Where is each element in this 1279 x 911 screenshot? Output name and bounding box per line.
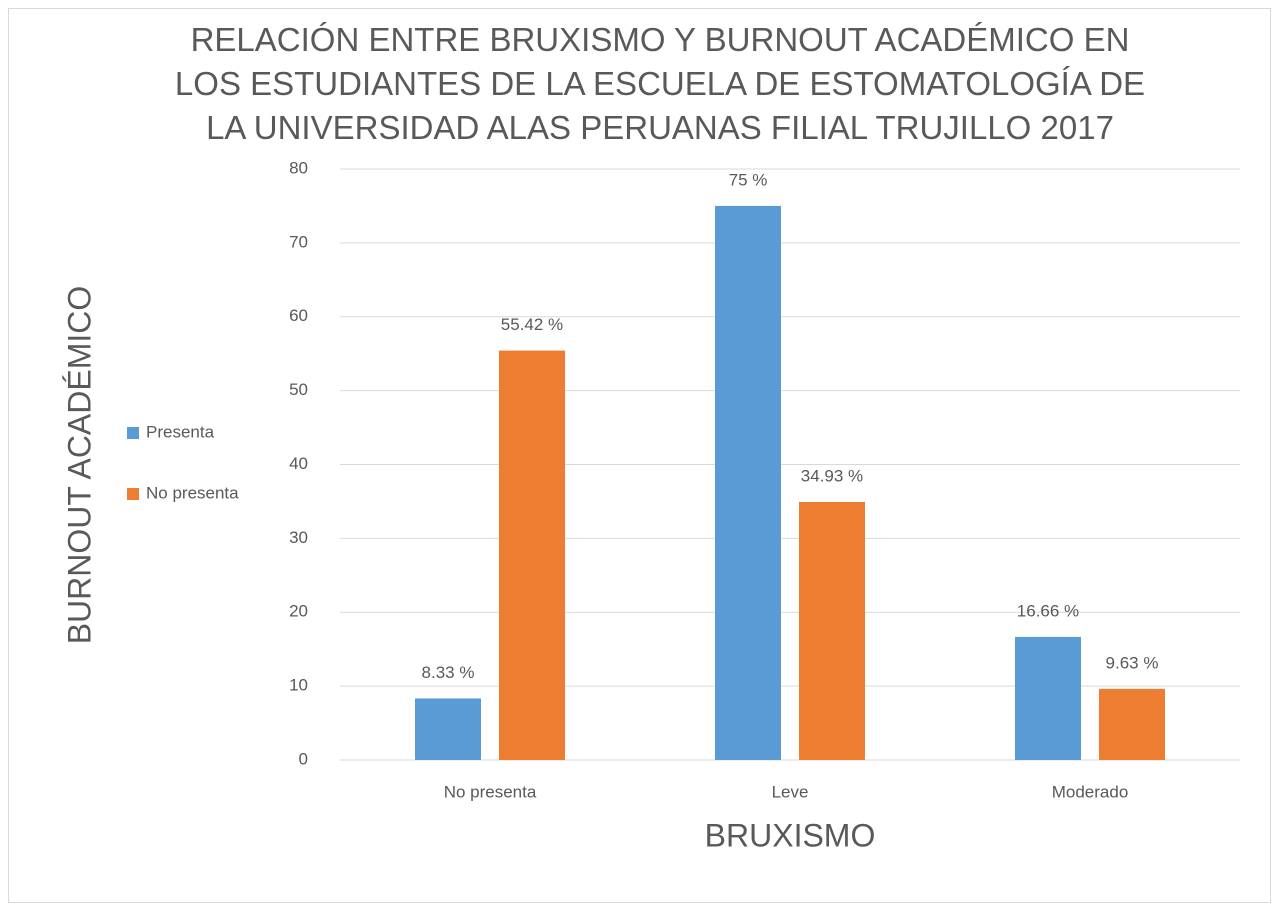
data-label: 75 % — [729, 170, 768, 189]
y-tick-label: 70 — [289, 232, 308, 251]
x-tick-label: No presenta — [444, 782, 537, 801]
y-tick-label: 60 — [289, 306, 308, 325]
data-label: 9.63 % — [1106, 653, 1159, 672]
bar — [1015, 636, 1081, 760]
y-tick-label: 50 — [289, 380, 308, 399]
y-tick-label: 30 — [289, 528, 308, 547]
legend-label: No presenta — [146, 483, 239, 502]
data-label: 34.93 % — [801, 466, 863, 485]
legend-swatch — [127, 488, 139, 500]
y-tick-label: 80 — [289, 158, 308, 177]
x-tick-label: Moderado — [1052, 782, 1129, 801]
chart-title: RELACIÓN ENTRE BRUXISMO Y BURNOUT ACADÉM… — [174, 21, 1146, 146]
data-label: 55.42 % — [501, 315, 563, 334]
legend-swatch — [127, 427, 139, 439]
legend-label: Presenta — [146, 422, 215, 441]
data-label: 16.66 % — [1017, 601, 1079, 620]
bar — [1099, 688, 1165, 760]
data-label: 8.33 % — [422, 663, 475, 682]
y-tick-label: 40 — [289, 454, 308, 473]
bar — [499, 350, 565, 760]
bar — [415, 698, 481, 760]
bar — [715, 205, 781, 760]
y-tick-label: 20 — [289, 602, 308, 621]
x-axis-label: BRUXISMO — [705, 817, 876, 853]
y-tick-label: 10 — [289, 676, 308, 695]
y-axis-label: BURNOUT ACADÉMICO — [61, 286, 97, 645]
y-tick-label: 0 — [299, 749, 308, 768]
chart-border — [8, 8, 1271, 903]
bar — [799, 501, 865, 760]
x-tick-label: Leve — [772, 782, 809, 801]
